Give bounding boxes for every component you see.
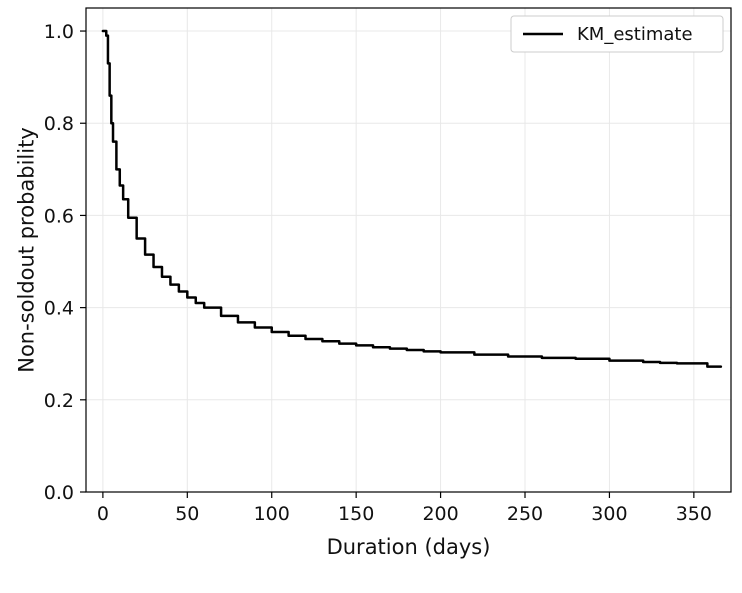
- legend-label-km-estimate: KM_estimate: [577, 24, 693, 45]
- x-tick-label: 0: [97, 503, 109, 525]
- tick-layer: 0 50 100 150 200 250 300 350 0.0 0.2 0.4 0.6 0.8 1.0: [44, 21, 712, 525]
- y-tick-label: 0.6: [44, 205, 74, 227]
- line-layer: [101, 29, 723, 368]
- x-tick-label: 200: [422, 503, 458, 525]
- x-tick-label: 150: [338, 503, 374, 525]
- y-tick-label: 0.2: [44, 390, 74, 412]
- legend: KM_estimate: [510, 15, 724, 53]
- legend-box: [510, 15, 724, 53]
- y-tick-label: 0.8: [44, 113, 74, 135]
- y-tick-label: 1.0: [44, 21, 74, 43]
- y-tick-label: 0.4: [44, 298, 74, 320]
- x-tick-label: 300: [591, 503, 627, 525]
- y-axis-label: Non-soldout probability: [14, 127, 38, 373]
- plot-frame: [85, 7, 732, 493]
- x-tick-label: 250: [507, 503, 543, 525]
- x-axis-label: Duration (days): [327, 535, 491, 559]
- series-line-km-estimate: [101, 29, 723, 368]
- x-tick-label: 50: [175, 503, 199, 525]
- x-tick-label: 350: [676, 503, 712, 525]
- x-tick-label: 100: [254, 503, 290, 525]
- y-tick-label: 0.0: [44, 482, 74, 504]
